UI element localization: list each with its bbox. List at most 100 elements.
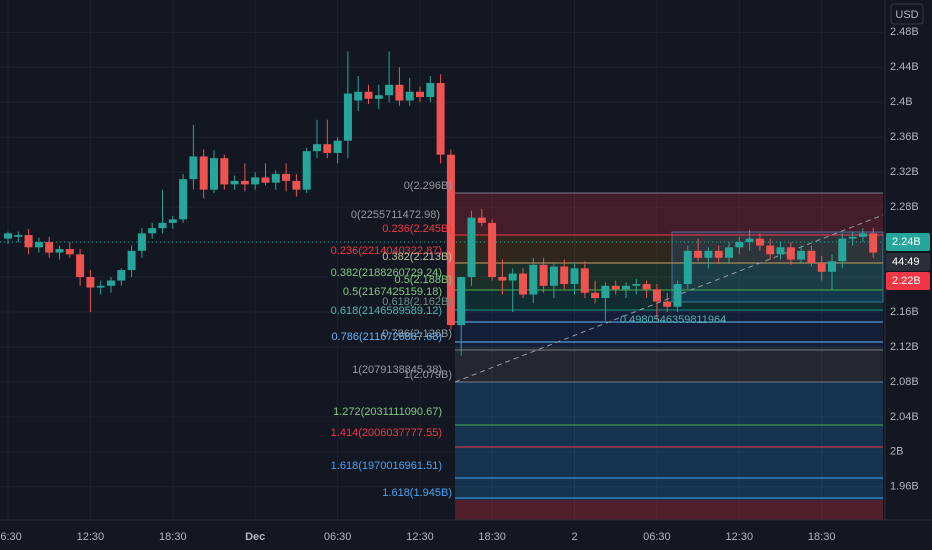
fib-label: 0.382(2.213B) — [382, 251, 452, 263]
currency-box[interactable] — [890, 3, 924, 25]
fib-zone — [455, 193, 883, 235]
candle-body — [467, 217, 476, 278]
fib-zone — [455, 382, 883, 500]
currency: USD — [895, 9, 918, 21]
x-tick-label: 06:30 — [324, 531, 352, 543]
candle-body — [374, 95, 383, 99]
candle-body — [632, 284, 641, 286]
candle-body — [622, 285, 630, 290]
candle-body — [107, 280, 115, 286]
candle-body — [714, 250, 723, 258]
candle-body — [673, 284, 682, 307]
candle-body — [292, 180, 301, 190]
candle-body — [416, 91, 424, 98]
candle-body — [488, 222, 497, 278]
candle-body — [858, 233, 867, 237]
candle-body — [642, 284, 651, 290]
trend-line — [454, 214, 884, 383]
candle-body — [848, 236, 857, 239]
y-tick-label: 2B — [890, 446, 903, 458]
candle-body — [580, 268, 589, 293]
candle-body — [158, 222, 167, 229]
candle-body — [652, 289, 661, 302]
fib-label: 0(2.296B) — [404, 180, 452, 192]
y-tick-label: 2.12B — [890, 341, 919, 353]
candle-body — [86, 277, 95, 288]
fib-label: 1.618(1970016961.51) — [331, 460, 442, 472]
candle-body — [560, 266, 569, 285]
candle-body — [498, 277, 507, 281]
fib-label: 0.236(2.245B) — [382, 223, 452, 235]
candle-body — [354, 91, 363, 101]
x-tick-label: 12:30 — [406, 531, 434, 543]
y-tick-label: 2.08B — [890, 376, 919, 388]
x-tick-label: 18:30 — [159, 531, 187, 543]
fib-label: 1.272(2031111090.67) — [333, 406, 442, 418]
fib-zone — [455, 310, 883, 347]
candle-body — [137, 233, 146, 251]
candle-body — [395, 84, 404, 101]
candle-body — [34, 242, 43, 248]
candle-body — [807, 250, 816, 264]
y-tick-label: 2.48B — [890, 26, 919, 38]
candle-body — [683, 250, 692, 285]
candle-body — [601, 285, 610, 299]
y-tick-label: 2.32B — [890, 166, 919, 178]
candle-body — [694, 250, 703, 258]
channel — [671, 231, 884, 303]
candle-body — [735, 242, 744, 248]
candle-body — [189, 156, 198, 180]
candle-body — [817, 263, 826, 272]
candle-body — [776, 247, 785, 255]
candle-body — [333, 140, 342, 153]
candles — [4, 51, 878, 356]
candle-body — [704, 250, 713, 258]
fib-label: 0.382(2188260729.24) — [331, 267, 442, 279]
candle-body — [343, 93, 352, 141]
fib-label: 1(2079138845.38) — [352, 364, 442, 376]
candle-body — [745, 238, 754, 243]
candle-body — [426, 83, 435, 98]
candle-body — [148, 228, 157, 234]
candle-body — [313, 144, 321, 152]
candle-body — [230, 180, 239, 185]
candle-body — [797, 250, 806, 260]
time-axis — [0, 520, 932, 550]
fib-label: 1(2.079B) — [404, 369, 452, 381]
candle-body — [302, 151, 311, 190]
candle-body — [282, 173, 291, 181]
x-tick-label: 2 — [571, 531, 577, 543]
candle-body — [220, 158, 229, 185]
candle-body — [405, 91, 414, 101]
candle-body — [364, 91, 373, 99]
candle-body — [76, 254, 85, 278]
fib-label: 1.618(1.945B) — [382, 487, 452, 499]
candle-body — [446, 154, 455, 326]
candle-body — [65, 249, 74, 255]
candle-body — [570, 268, 579, 285]
fib-label: 0.236(2214040322.87) — [331, 245, 442, 257]
x-tick-label: 18:30 — [478, 531, 506, 543]
candle-body — [210, 158, 218, 190]
candle-body — [591, 292, 600, 299]
candle-body — [611, 285, 620, 290]
y-tick-label: 2.04B — [890, 411, 919, 423]
candle-body — [436, 83, 445, 155]
x-tick-label: 12:30 — [726, 531, 754, 543]
candle-body — [271, 173, 280, 183]
candle-body — [725, 247, 733, 258]
fib-label: 0(2255711472.98) — [351, 209, 440, 221]
candle-body — [199, 156, 208, 190]
fib-zone — [455, 290, 883, 310]
candle-body — [838, 238, 847, 262]
x-tick-label: Dec — [245, 531, 265, 543]
fib-label: 0.5(2.188B) — [395, 274, 452, 286]
candle-body — [663, 301, 672, 307]
fib-zone — [455, 347, 883, 382]
price-tag-label: 2.22B — [892, 275, 921, 287]
candle-body — [24, 235, 33, 248]
y-tick-label: 2.4B — [890, 96, 913, 108]
x-tick-label: 18:30 — [808, 531, 836, 543]
fib-label: 0.618(2146589589.12) — [331, 305, 442, 317]
candle-body — [539, 264, 548, 286]
